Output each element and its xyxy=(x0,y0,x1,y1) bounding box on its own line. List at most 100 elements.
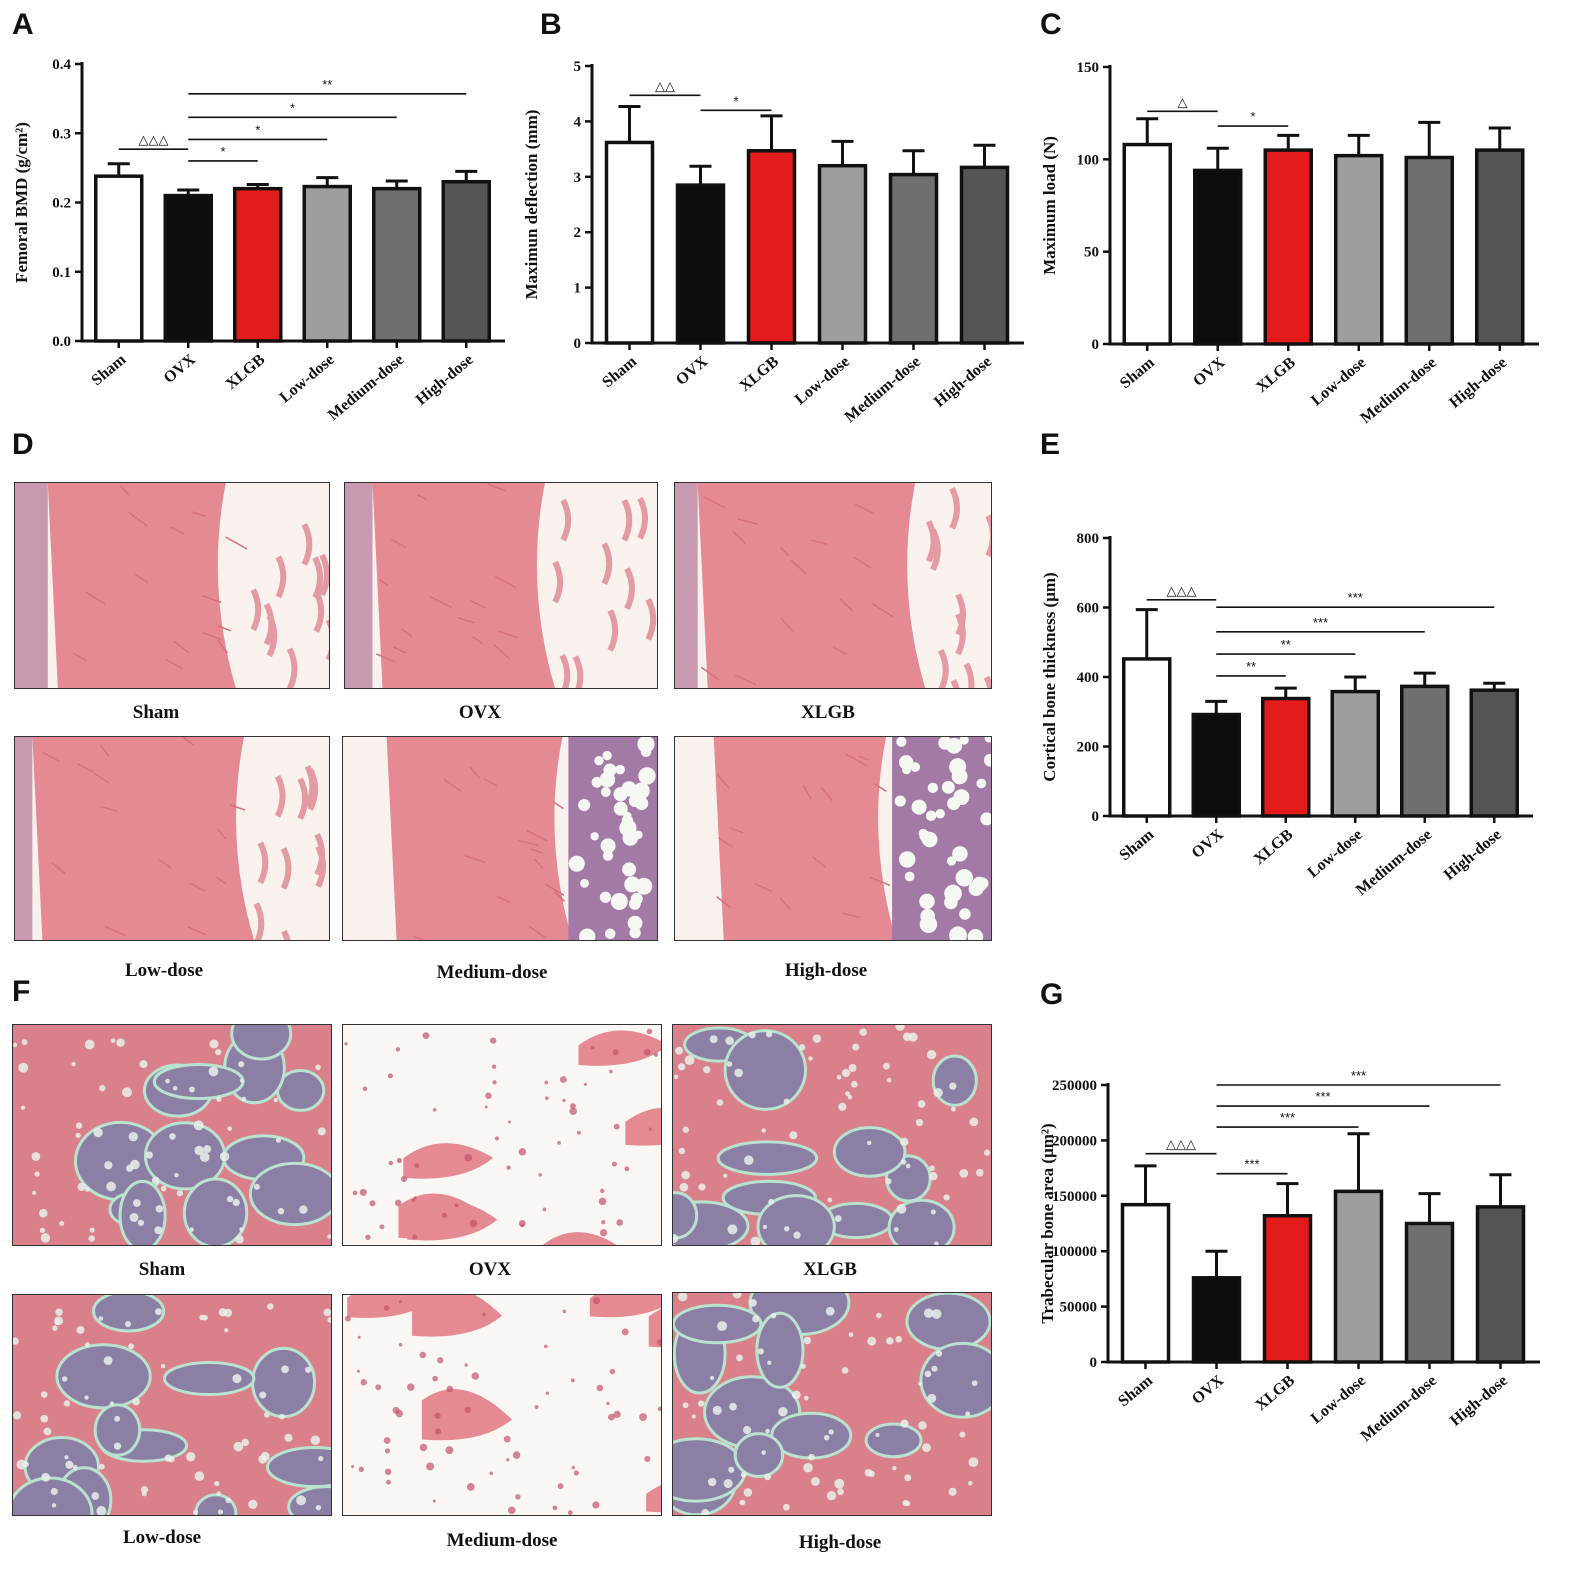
caption-d-xlgb: XLGB xyxy=(801,702,855,723)
y-tick-label: 0.1 xyxy=(52,265,71,281)
y-tick-label: 2 xyxy=(574,225,582,241)
y-tick-label: 800 xyxy=(1077,531,1100,547)
bar-ovx xyxy=(1193,168,1243,346)
x-tick-label: OVX xyxy=(1189,826,1228,862)
x-tick-label: Low-dose xyxy=(1308,1372,1369,1427)
bar-high-dose xyxy=(1475,148,1525,346)
y-tick-label: 200000 xyxy=(1052,1133,1097,1149)
caption-d-ovx: OVX xyxy=(458,702,502,723)
trabecular-area-chart: 0 50000 100000 150000 200000 250000 Sham OVX XLG… xyxy=(1020,1065,1580,1485)
histology-d-low-dose xyxy=(14,736,330,941)
bar-low-dose xyxy=(1330,689,1380,818)
significance-label: △△ xyxy=(655,78,675,93)
panel-letter-c: C xyxy=(1040,8,1062,41)
y-tick-label: 0.4 xyxy=(52,57,71,73)
significance-label: * xyxy=(733,93,738,108)
panel-letter-g: G xyxy=(1040,978,1064,1011)
x-tick-label: Sham xyxy=(88,351,129,390)
histology-f-xlgb xyxy=(672,1024,992,1246)
panel-letter-d: D xyxy=(12,428,34,461)
y-axis-title: Cortical bone thickness (μm) xyxy=(1040,572,1059,781)
significance-label: *** xyxy=(1280,1110,1295,1125)
y-axis-title: Trabecular bone area (μm²) xyxy=(1038,1123,1057,1323)
bar-xlgb xyxy=(1261,696,1311,818)
x-tick-label: High-dose xyxy=(1441,826,1505,884)
panel-letter-b: B xyxy=(540,8,562,41)
x-tick-label: XLGB xyxy=(223,351,269,393)
bar-ovx xyxy=(1191,712,1241,818)
bar-low-dose xyxy=(302,184,352,343)
cortical-thickness-chart: 0 200 400 600 800 Sham OVX XLGB Low-dose Medium-d… xyxy=(1030,520,1570,930)
histology-f-ovx xyxy=(342,1024,662,1246)
bar-medium-dose xyxy=(1400,684,1450,818)
bar-ovx xyxy=(1191,1276,1242,1364)
significance-label: ** xyxy=(1246,659,1256,674)
bar-sham xyxy=(604,140,655,345)
y-tick-label: 0 xyxy=(1092,337,1100,353)
histology-d-ovx xyxy=(344,482,658,689)
y-tick-label: 0 xyxy=(574,336,582,352)
histology-d-medium-dose xyxy=(342,736,658,941)
x-tick-label: Low-dose xyxy=(1308,354,1369,409)
bar-low-dose xyxy=(817,163,868,345)
histology-f-medium-dose xyxy=(342,1294,662,1516)
bar-xlgb xyxy=(233,186,283,343)
y-tick-label: 0 xyxy=(1092,809,1100,825)
caption-d-medium-dose: Medium-dose xyxy=(436,962,548,983)
y-tick-label: 400 xyxy=(1077,670,1100,686)
significance-label: * xyxy=(255,122,260,137)
x-tick-label: Medium-dose xyxy=(1357,354,1439,427)
bar-medium-dose xyxy=(1404,155,1454,346)
x-tick-label: XLGB xyxy=(736,353,782,395)
caption-f-high-dose: High-dose xyxy=(798,1532,882,1553)
x-tick-label: High-dose xyxy=(413,351,477,409)
significance-label: ** xyxy=(322,77,332,92)
y-tick-label: 3 xyxy=(574,170,582,186)
bar-low-dose xyxy=(1334,153,1384,346)
significance-label: * xyxy=(220,144,225,159)
max-load-chart: 0 50 100 150 Sham OVX XLGB Low-dose Medium-dose H… xyxy=(1030,40,1570,440)
caption-f-ovx: OVX xyxy=(468,1259,512,1280)
caption-f-low-dose: Low-dose xyxy=(122,1527,202,1548)
caption-f-sham: Sham xyxy=(138,1259,186,1280)
bar-high-dose xyxy=(1475,1205,1526,1364)
x-tick-label: Sham xyxy=(1117,354,1158,393)
significance-label: *** xyxy=(1313,615,1328,630)
bar-medium-dose xyxy=(1404,1221,1455,1364)
y-tick-label: 600 xyxy=(1077,601,1100,617)
deflection-chart: 0 1 2 3 4 5 Sham OVX XLGB Low-dose Medium-dose High… xyxy=(520,40,1024,440)
x-tick-label: Low-dose xyxy=(792,353,853,408)
significance-label: *** xyxy=(1348,590,1363,605)
bar-xlgb xyxy=(1262,1213,1313,1364)
x-tick-label: OVX xyxy=(161,351,200,387)
x-tick-label: OVX xyxy=(673,353,712,389)
bar-medium-dose xyxy=(372,186,422,343)
y-tick-label: 1 xyxy=(574,281,582,297)
caption-d-high-dose: High-dose xyxy=(784,960,868,981)
bar-high-dose xyxy=(441,179,491,343)
significance-label: *** xyxy=(1315,1089,1330,1104)
x-tick-label: XLGB xyxy=(1253,354,1299,396)
x-tick-label: High-dose xyxy=(931,353,995,411)
histology-f-high-dose xyxy=(672,1292,992,1516)
significance-label: *** xyxy=(1244,1157,1259,1172)
y-axis-title: Maximum load (N) xyxy=(1040,136,1059,275)
y-tick-label: 0 xyxy=(1090,1355,1098,1371)
histology-d-sham xyxy=(14,482,330,689)
bar-high-dose xyxy=(959,165,1010,345)
bar-xlgb xyxy=(1263,148,1313,346)
histology-d-xlgb xyxy=(674,482,992,689)
x-tick-label: Low-dose xyxy=(1305,826,1366,881)
x-tick-label: Medium-dose xyxy=(1353,826,1435,899)
y-tick-label: 0.2 xyxy=(52,196,71,212)
y-tick-label: 100 xyxy=(1077,152,1100,168)
bar-sham xyxy=(94,174,144,343)
x-tick-label: Sham xyxy=(1116,826,1157,865)
bar-sham xyxy=(1122,142,1172,346)
significance-label: *** xyxy=(1351,1068,1366,1083)
histology-f-low-dose xyxy=(12,1294,332,1516)
x-tick-label: High-dose xyxy=(1447,1372,1511,1430)
bar-sham xyxy=(1120,1202,1171,1364)
caption-d-low-dose: Low-dose xyxy=(124,960,204,981)
x-tick-label: Low-dose xyxy=(277,351,338,406)
